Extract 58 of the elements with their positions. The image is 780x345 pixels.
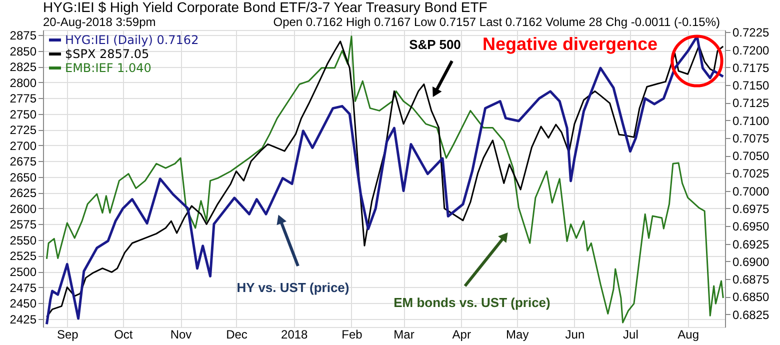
y-tick-label: 2425 (10, 312, 37, 326)
y-tick-label: 2500 (10, 265, 37, 280)
text: Open 0.7162 High 0.7167 Low 0.7157 Last 0.7162 Volume 28 Chg -0.0011 (-0.15%) (273, 15, 720, 29)
y-tick-label: 2650 (10, 170, 37, 184)
y-tick-label: 2575 (10, 218, 37, 232)
y2-tick-label: 0.6900 (732, 254, 770, 269)
x-tick-label: Feb (342, 328, 363, 342)
x-tick-label: Jun (565, 328, 585, 342)
y-tick-label: 2725 (10, 123, 37, 138)
x-tick-label: 2018 (281, 328, 308, 342)
y2-tick-label: 0.6850 (732, 290, 770, 304)
y2-tick-label: 0.6950 (732, 220, 770, 234)
y2-tick-label: 0.6825 (732, 308, 770, 322)
x-tick-label: May (506, 328, 529, 342)
y-tick-label: 2800 (10, 76, 37, 90)
y2-tick-label: 0.6975 (732, 202, 770, 216)
annotation: Negative divergence (482, 34, 658, 54)
y2-tick-label: 0.6925 (732, 237, 770, 252)
y2-tick-label: 0.7175 (732, 60, 770, 75)
y2-tick-label: 0.7225 (732, 26, 770, 40)
annotation: S&P 500 (409, 37, 461, 52)
y-tick-label: 2775 (10, 92, 37, 106)
y-tick-label: 2475 (10, 280, 37, 295)
y-tick-label: 2750 (10, 107, 37, 122)
annotation: EM bonds vs. UST (price) (394, 295, 550, 310)
legend-label: EMB:IEF 1.040 (65, 61, 152, 75)
y-tick-label: 2525 (10, 249, 37, 264)
y-tick-label: 2450 (10, 296, 37, 311)
chart-title: HYG:IEI $ High Yield Corporate Bond ETF/3-7 Year Treasury Bond ETF (43, 0, 488, 15)
x-tick-label: Aug (678, 328, 700, 342)
y-tick-label: 2825 (10, 60, 37, 74)
y2-tick-label: 0.7075 (732, 131, 770, 146)
y-tick-label: 2600 (10, 202, 37, 216)
y-tick-label: 2550 (10, 233, 37, 248)
y2-tick-label: 0.7150 (732, 78, 770, 93)
y-tick-label: 2875 (10, 28, 37, 43)
y2-tick-label: 0.7100 (732, 114, 770, 128)
x-tick-label: Sep (56, 328, 79, 342)
x-tick-label: Oct (114, 328, 134, 342)
y2-tick-label: 0.7050 (732, 149, 770, 164)
y-tick-label: 2700 (10, 138, 37, 153)
y2-tick-label: 0.7125 (732, 96, 770, 110)
text: 20-Aug-2018 3:59pm (43, 15, 156, 29)
y-tick-label: 2675 (10, 154, 37, 169)
y2-tick-label: 0.7200 (732, 43, 770, 58)
legend-label: $SPX 2857.05 (65, 47, 150, 61)
x-tick-label: Dec (226, 328, 248, 342)
legend-label: HYG:IEI (Daily) 0.7162 (65, 33, 199, 47)
x-tick-label: Jul (623, 328, 638, 342)
x-tick-label: Apr (452, 328, 471, 342)
y2-tick-label: 0.7000 (732, 184, 770, 198)
y2-tick-label: 0.6875 (732, 272, 770, 287)
x-tick-label: Nov (170, 328, 192, 342)
y-tick-label: 2625 (10, 186, 37, 200)
y-tick-label: 2850 (10, 44, 37, 58)
y2-tick-label: 0.7025 (732, 166, 770, 181)
x-tick-label: Mar (394, 328, 414, 342)
annotation: HY vs. UST (price) (236, 280, 350, 295)
